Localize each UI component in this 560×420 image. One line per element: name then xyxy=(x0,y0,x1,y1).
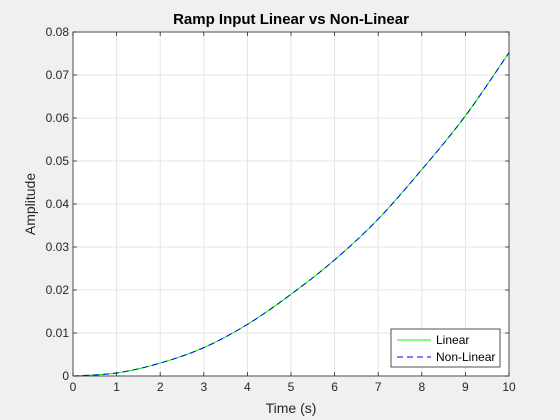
y-tick-label: 0.06 xyxy=(46,111,70,125)
legend-box xyxy=(390,328,501,368)
x-ticks: 0 1 2 3 4 5 6 7 8 9 10 xyxy=(70,32,516,394)
x-tick-label: 4 xyxy=(244,380,251,394)
y-tick-label: 0.07 xyxy=(46,68,70,82)
x-tick-label: 3 xyxy=(200,380,207,394)
x-axis-label: Time (s) xyxy=(266,400,317,416)
y-tick-label: 0.01 xyxy=(46,326,70,340)
legend-label-linear: Linear xyxy=(436,333,469,347)
legend-label-nonlinear: Non-Linear xyxy=(436,350,495,364)
series-lines xyxy=(72,52,510,377)
y-ticks: 0 0.01 0.02 0.03 0.04 0.05 0.06 0.07 0.08 xyxy=(46,25,509,383)
y-tick-label: 0.02 xyxy=(46,283,70,297)
x-tick-label: 10 xyxy=(502,380,516,394)
y-tick-label: 0.08 xyxy=(46,25,70,39)
y-tick-label: 0.05 xyxy=(46,154,70,168)
legend: Linear Non-Linear xyxy=(390,328,501,368)
x-tick-label: 5 xyxy=(288,380,295,394)
x-tick-label: 9 xyxy=(462,380,469,394)
series-line-non-linear xyxy=(72,52,510,377)
x-tick-label: 1 xyxy=(113,380,120,394)
chart-title: Ramp Input Linear vs Non-Linear xyxy=(173,11,409,28)
x-tick-label: 8 xyxy=(418,380,425,394)
x-tick-label: 7 xyxy=(375,380,382,394)
y-tick-label: 0 xyxy=(62,369,69,383)
x-tick-label: 6 xyxy=(331,380,338,394)
x-tick-label: 0 xyxy=(70,380,77,394)
y-tick-label: 0.03 xyxy=(46,240,70,254)
x-tick-label: 2 xyxy=(157,380,164,394)
y-axis-label: Amplitude xyxy=(22,173,38,235)
y-tick-label: 0.04 xyxy=(46,197,70,211)
